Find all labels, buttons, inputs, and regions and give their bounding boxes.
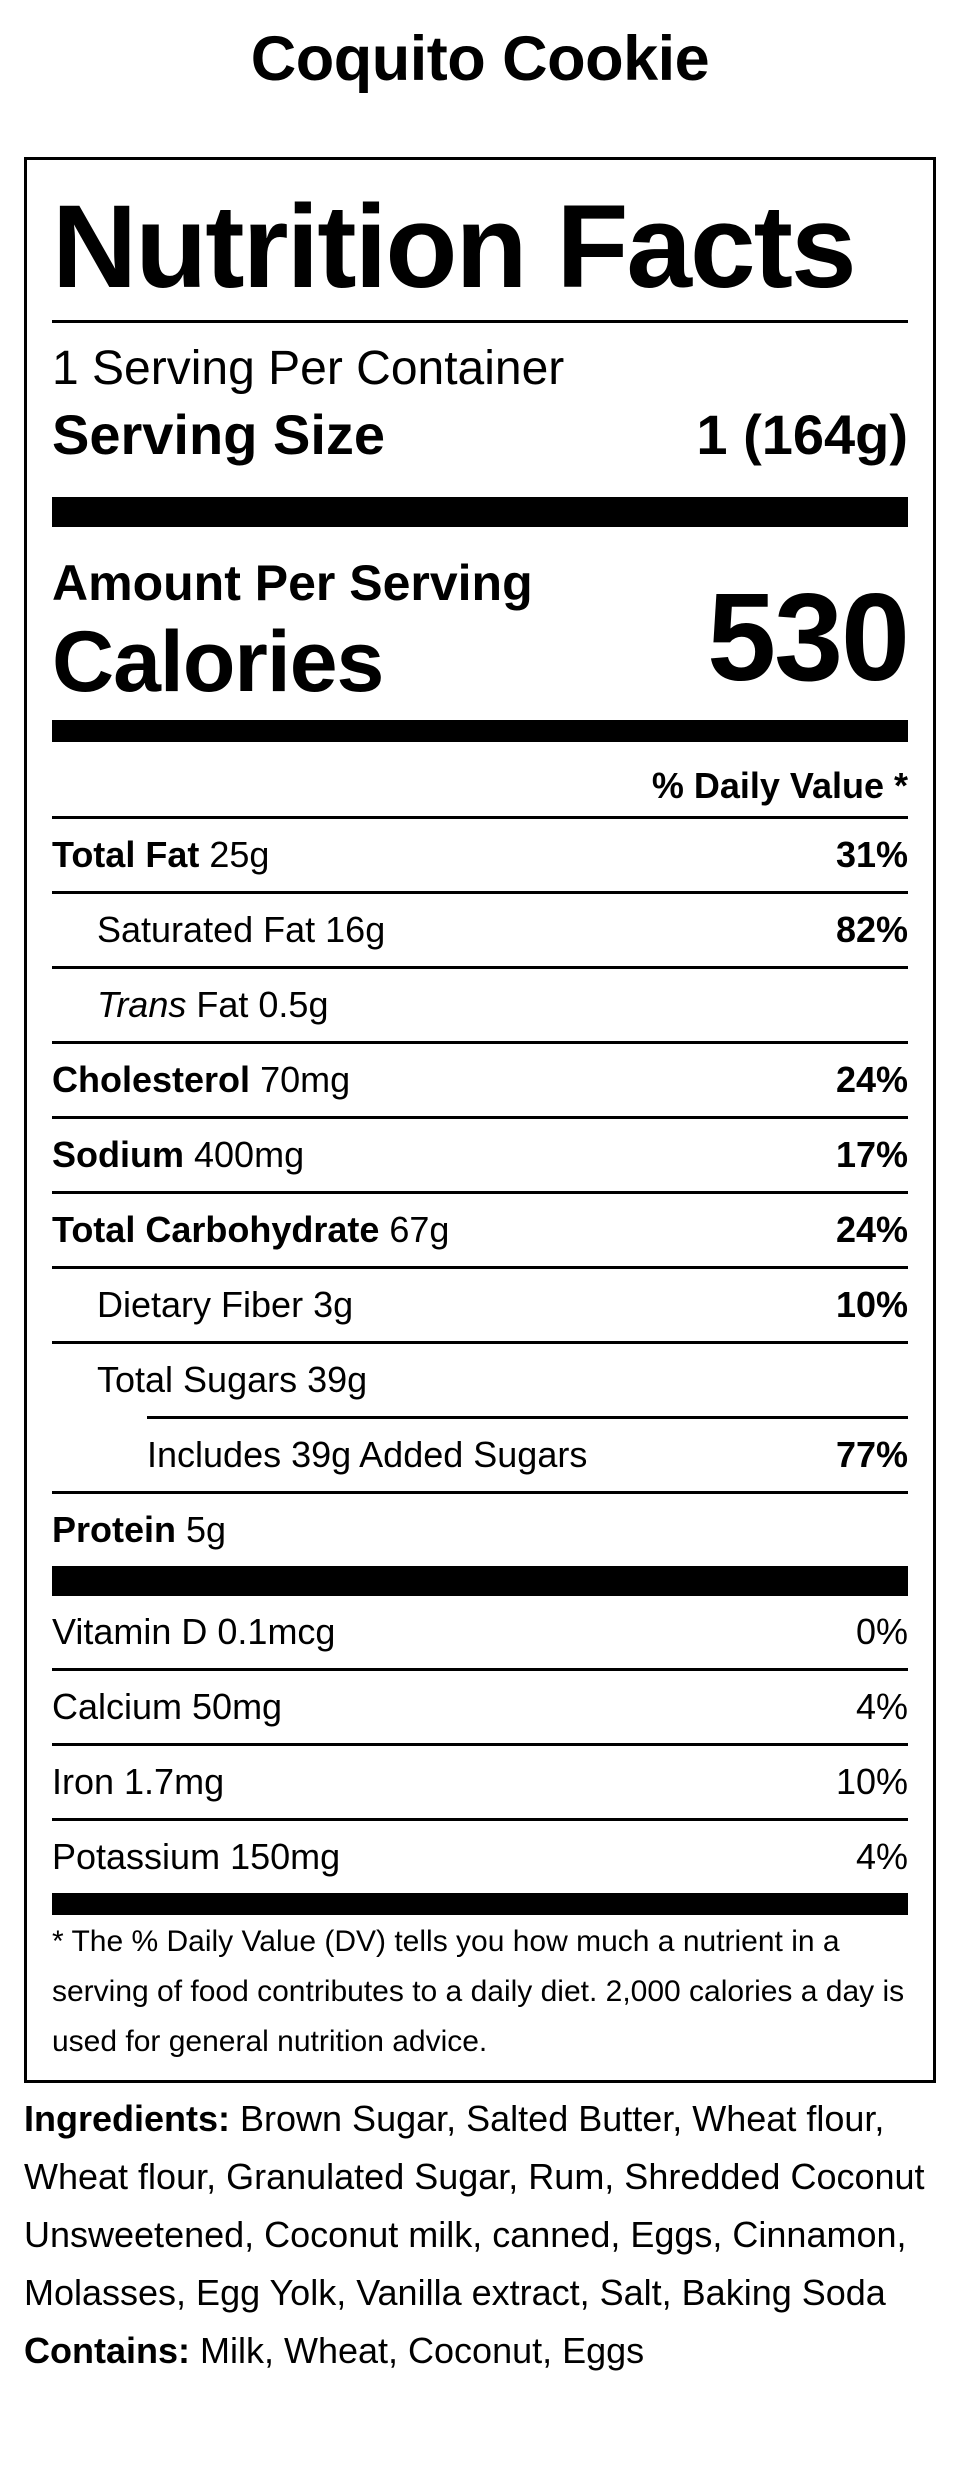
calories-label: Calories xyxy=(52,614,384,710)
vitamin-dv: 0% xyxy=(855,1611,908,1652)
thick-divider xyxy=(52,1893,908,1915)
nutrient-row-dietary-fiber: Dietary Fiber 3g 10% xyxy=(97,1269,908,1341)
divider xyxy=(52,1491,908,1494)
vitamin-text: Vitamin D 0.1mcg xyxy=(52,1611,336,1652)
thick-divider xyxy=(52,720,908,742)
amount-per-serving: Amount Per Serving xyxy=(52,555,533,611)
divider xyxy=(147,1416,908,1419)
serving-size-value: 1 (164g) xyxy=(696,403,908,466)
divider xyxy=(52,1341,908,1344)
nutrient-amount: 5g xyxy=(186,1509,227,1550)
nutrient-amount: 39g xyxy=(307,1359,368,1400)
divider xyxy=(52,966,908,969)
nutrient-dv: 24% xyxy=(835,1209,908,1250)
nutrient-row-saturated-fat: Saturated Fat 16g 82% xyxy=(97,894,908,966)
vitamin-text: Calcium 50mg xyxy=(52,1686,283,1727)
nutrient-amount: 25g xyxy=(209,834,270,875)
nutrient-name: Saturated Fat xyxy=(97,909,316,950)
divider xyxy=(52,1818,908,1821)
nutrition-facts-heading: Nutrition Facts xyxy=(52,181,857,313)
vitamin-dv: 4% xyxy=(855,1836,908,1877)
nutrient-row-total-sugars: Total Sugars 39g xyxy=(97,1344,908,1416)
vitamin-row-vitamin-d: Vitamin D 0.1mcg 0% xyxy=(52,1596,908,1668)
contains-paragraph: Contains: Milk, Wheat, Coconut, Eggs xyxy=(24,2322,936,2380)
nutrient-amount: 400mg xyxy=(194,1134,305,1175)
divider xyxy=(52,1743,908,1746)
nutrient-row-added-sugars: Includes 39g Added Sugars 77% xyxy=(147,1419,908,1491)
daily-value-header: % Daily Value * xyxy=(651,765,908,806)
divider xyxy=(52,891,908,894)
nutrient-row-trans-fat: Trans Fat 0.5g xyxy=(97,969,908,1041)
divider xyxy=(52,1668,908,1671)
nutrient-text: Includes 39g Added Sugars xyxy=(147,1434,588,1475)
nutrient-row-sodium: Sodium 400mg 17% xyxy=(52,1119,908,1191)
vitamin-text: Iron 1.7mg xyxy=(52,1761,225,1802)
nutrient-name: Fat xyxy=(196,984,249,1025)
divider xyxy=(52,1041,908,1044)
vitamin-row-potassium: Potassium 150mg 4% xyxy=(52,1821,908,1893)
vitamin-row-calcium: Calcium 50mg 4% xyxy=(52,1671,908,1743)
nutrient-amount: 3g xyxy=(313,1284,354,1325)
nutrient-row-total-fat: Total Fat 25g 31% xyxy=(52,819,908,891)
nutrient-row-protein: Protein 5g xyxy=(52,1494,908,1566)
nutrient-name-italic: Trans xyxy=(97,984,187,1025)
ingredients-section: Ingredients: Brown Sugar, Salted Butter,… xyxy=(24,2090,936,2380)
nutrient-dv: 24% xyxy=(835,1059,908,1100)
thick-divider xyxy=(52,497,908,527)
nutrient-dv: 10% xyxy=(835,1284,908,1325)
ingredients-label: Ingredients: xyxy=(24,2098,231,2139)
vitamin-row-iron: Iron 1.7mg 10% xyxy=(52,1746,908,1818)
vitamin-dv: 10% xyxy=(835,1761,908,1802)
vitamin-dv: 4% xyxy=(855,1686,908,1727)
nutrient-dv: 82% xyxy=(835,909,908,950)
nutrient-dv: 31% xyxy=(835,834,908,875)
nutrient-row-cholesterol: Cholesterol 70mg 24% xyxy=(52,1044,908,1116)
servings-per-container: 1 Serving Per Container xyxy=(52,342,565,395)
divider xyxy=(52,1116,908,1119)
divider xyxy=(52,320,908,323)
nutrient-dv: 17% xyxy=(835,1134,908,1175)
nutrient-name: Protein xyxy=(52,1509,177,1550)
nutrient-name: Cholesterol xyxy=(52,1059,251,1100)
nutrient-amount: 0.5g xyxy=(258,984,329,1025)
product-title: Coquito Cookie xyxy=(250,24,710,94)
nutrient-name: Dietary Fiber xyxy=(97,1284,304,1325)
nutrient-row-total-carbohydrate: Total Carbohydrate 67g 24% xyxy=(52,1194,908,1266)
nutrient-name: Sodium xyxy=(52,1134,184,1175)
nutrient-name: Total Carbohydrate xyxy=(52,1209,380,1250)
nutrient-name: Total Sugars xyxy=(97,1359,298,1400)
daily-value-footnote: * The % Daily Value (DV) tells you how m… xyxy=(52,1925,905,2058)
divider xyxy=(52,1191,908,1194)
thick-divider xyxy=(52,1566,908,1596)
nutrient-amount: 16g xyxy=(325,909,386,950)
nutrient-amount: 70mg xyxy=(260,1059,351,1100)
calories-value: 530 xyxy=(707,569,910,707)
nutrient-name: Total Fat xyxy=(52,834,200,875)
nutrient-dv: 77% xyxy=(835,1434,908,1475)
serving-size-row: Serving Size 1 (164g) xyxy=(52,404,908,466)
nutrition-facts-label: Nutrition Facts 1 Serving Per Container … xyxy=(24,157,936,2083)
ingredients-text: Brown Sugar, Salted Butter, Wheat flour,… xyxy=(24,2098,925,2313)
contains-text: Milk, Wheat, Coconut, Eggs xyxy=(190,2330,645,2371)
nutrient-amount: 67g xyxy=(389,1209,450,1250)
ingredients-paragraph: Ingredients: Brown Sugar, Salted Butter,… xyxy=(24,2090,936,2322)
contains-label: Contains: xyxy=(24,2330,190,2371)
vitamin-text: Potassium 150mg xyxy=(52,1836,341,1877)
divider xyxy=(52,816,908,819)
serving-size-label: Serving Size xyxy=(52,403,386,466)
divider xyxy=(52,1266,908,1269)
